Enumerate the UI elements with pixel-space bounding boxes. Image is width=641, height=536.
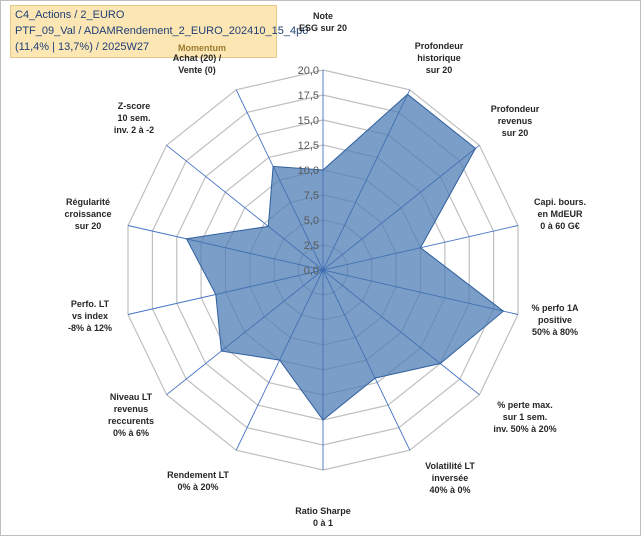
axis-label-line: sur 1 sem.: [503, 412, 548, 422]
radial-tick-labels: 0,0 2,5 5,0 7,5 10,0 12,5 15,0 17,5 20,0: [298, 65, 319, 277]
series-spoke-9: [221, 269, 324, 352]
axis-label-line: Note: [313, 11, 333, 21]
axis-label-line: Profondeur: [491, 104, 540, 114]
axis-label-line: reccurents: [108, 416, 154, 426]
chart-header-box: C4_Actions / 2_EURO PTF_09_Val / ADAMRen…: [10, 5, 308, 58]
axis-label-line: Achat (20) /: [173, 53, 222, 63]
axis-label-line: sur 20: [75, 221, 102, 231]
axis-label-line: Capi. bours.: [534, 197, 586, 207]
axis-label-line: 10 sem.: [117, 113, 150, 123]
axis-label-line: Rendement LT: [167, 470, 229, 480]
axis-label-line: inv. 50% à 20%: [493, 424, 556, 434]
axis-label-1: Profondeur historique sur 20: [415, 41, 464, 75]
axis-label-line: Vente (0): [178, 65, 216, 75]
tick-label-0: 0,0: [304, 265, 319, 277]
series-spoke-4: [322, 269, 504, 312]
axis-label-line: croissance: [64, 209, 111, 219]
series-spoke-13: [272, 166, 324, 271]
tick-label-2: 5,0: [304, 215, 319, 227]
series-spoke-12: [268, 226, 324, 271]
tick-label-8: 20,0: [298, 65, 319, 77]
axis-label-3: Capi. bours. en MdEUR 0 à 60 G€: [534, 197, 586, 231]
axis-label-line: inv. 2 à -2: [114, 125, 154, 135]
axis-label-line: 0% à 20%: [177, 482, 218, 492]
tick-label-6: 15,0: [298, 115, 319, 127]
axis-label-line: 40% à 0%: [429, 485, 470, 495]
axis-label-line: % perte max.: [497, 400, 553, 410]
series-spoke-6: [322, 269, 376, 379]
series-spoke-3: [322, 247, 421, 271]
axis-label-7: Ratio Sharpe 0 à 1: [295, 506, 351, 528]
header-line-2: PTF_09_Val / ADAMRendement_2_EURO_202410…: [15, 25, 309, 37]
series-spoke-8: [279, 269, 324, 361]
tick-label-5: 12,5: [298, 140, 319, 152]
radar-series-layer: [185, 93, 505, 421]
axis-label-line: revenus: [114, 404, 149, 414]
series-spoke-10: [215, 269, 324, 295]
axis-label-line: historique: [417, 53, 461, 63]
axis-label-line: revenus: [498, 116, 533, 126]
header-line-1: C4_Actions / 2_EURO: [15, 9, 125, 21]
axis-group-label: Momentum: [178, 43, 226, 53]
axis-label-line: inversée: [432, 473, 469, 483]
axis-label-5: % perte max. sur 1 sem. inv. 50% à 20%: [493, 400, 556, 434]
series-area-0: [185, 93, 505, 421]
axis-label-line: ESG sur 20: [299, 23, 347, 33]
series-spoke-2: [322, 148, 476, 271]
axis-label-2: Profondeur revenus sur 20: [491, 104, 540, 138]
axis-label-9: Niveau LT revenus reccurents 0% à 6%: [108, 392, 154, 438]
axis-label-line: Profondeur: [415, 41, 464, 51]
axis-label-line: sur 20: [426, 65, 453, 75]
header-line-3: (11,4% | 13,7%) / 2025W27: [15, 41, 150, 53]
axis-label-10: Perfo. LT vs index -8% à 12%: [68, 299, 112, 333]
axis-label-line: -8% à 12%: [68, 323, 112, 333]
axis-label-line: Régularité: [66, 197, 110, 207]
axis-label-line: Niveau LT: [110, 392, 153, 402]
axis-label-12: Z-score 10 sem. inv. 2 à -2: [114, 101, 154, 135]
axis-label-8: Rendement LT 0% à 20%: [167, 470, 229, 492]
axis-label-line: % perfo 1A: [531, 303, 579, 313]
axis-label-line: vs index: [72, 311, 108, 321]
axis-label-line: 0% à 6%: [113, 428, 149, 438]
axis-label-6: Volatilité LT inversée 40% à 0%: [425, 461, 475, 495]
axis-label-line: 0 à 1: [313, 518, 333, 528]
tick-label-1: 2,5: [304, 240, 319, 252]
tick-label-3: 7,5: [304, 190, 319, 202]
series-spoke-11: [186, 238, 324, 271]
axis-label-line: Z-score: [118, 101, 151, 111]
tick-label-4: 10,0: [298, 165, 319, 177]
axis-label-line: en MdEUR: [538, 209, 584, 219]
axis-label-0: Note ESG sur 20: [299, 11, 347, 33]
series-spoke-1: [322, 94, 408, 271]
axis-label-line: Volatilité LT: [425, 461, 475, 471]
axis-label-4: % perfo 1A positive 50% à 80%: [531, 303, 579, 337]
axis-label-11: Régularité croissance sur 20: [64, 197, 111, 231]
tick-label-7: 17,5: [298, 90, 319, 102]
axis-label-line: 0 à 60 G€: [540, 221, 580, 231]
axis-label-line: sur 20: [502, 128, 529, 138]
axis-labels: Note ESG sur 20 Profondeur historique sur 20…: [64, 11, 586, 528]
axis-label-line: Ratio Sharpe: [295, 506, 351, 516]
axis-label-line: Perfo. LT: [71, 299, 110, 309]
axis-label-line: positive: [538, 315, 572, 325]
series-spoke-5: [322, 269, 441, 364]
axis-label-line: 50% à 80%: [532, 327, 578, 337]
